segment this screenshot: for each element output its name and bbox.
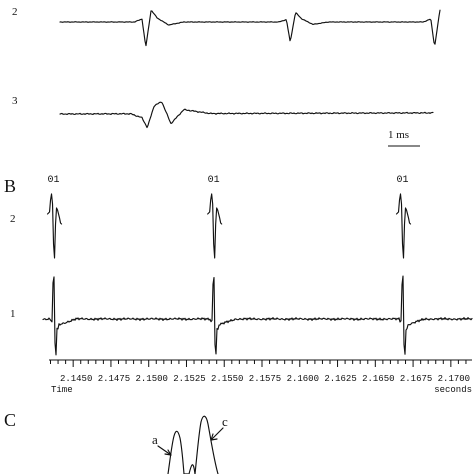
unit-label-3: 01	[396, 175, 408, 186]
waveform-stem	[183, 464, 196, 474]
x-tick-label-1: 2.1450	[60, 374, 92, 384]
arrow-a-shaft	[157, 445, 172, 456]
panel-label-b: B	[4, 176, 16, 196]
arrow-c-head	[210, 433, 218, 441]
panel-c: Ca c	[4, 410, 228, 474]
x-tick-label-7: 2.1600	[287, 374, 319, 384]
arrow-a-head	[164, 449, 172, 456]
annotation-c: c	[222, 414, 228, 429]
spike-snippet-channel-2-2	[207, 193, 223, 259]
x-tick-label-4: 2.1525	[173, 374, 205, 384]
x-tick-label-10: 2.1675	[400, 374, 432, 384]
x-tick-label-3: 2.1500	[136, 374, 168, 384]
arrow-c-shaft	[210, 427, 224, 441]
x-tick-label-2: 2.1475	[98, 374, 130, 384]
channel-label-1-b: 1	[10, 308, 16, 320]
trace-channel-3-top	[59, 101, 434, 129]
spike-snippet-channel-2-3	[395, 193, 412, 259]
scale-bar-label: 1 ms	[388, 129, 409, 141]
x-axis-unit: seconds	[434, 385, 472, 395]
trace-channel-2-top	[59, 9, 441, 47]
waveform-peak-c	[194, 415, 219, 474]
panel-b: B 01 01 01 2 1 2.1450 2.1475 2.1500 2.1525 2.1550 2…	[4, 175, 473, 395]
x-tick-label-9: 2.1650	[362, 374, 394, 384]
panel-a: 2 3 1 ms	[12, 6, 441, 147]
x-axis-title: Time	[51, 385, 73, 395]
spike-snippet-channel-2-1	[46, 193, 63, 259]
trace-channel-1-b	[42, 275, 473, 356]
unit-label-1: 01	[48, 175, 60, 186]
x-tick-label-8: 2.1625	[324, 374, 356, 384]
waveform-peak-a	[167, 430, 185, 474]
channel-label-3-top: 3	[12, 95, 18, 107]
annotation-a: a	[152, 432, 158, 447]
unit-label-2: 01	[208, 175, 220, 186]
x-tick-label-6: 2.1575	[249, 374, 281, 384]
channel-label-2-top: 2	[12, 6, 18, 18]
panel-label-c: C	[4, 410, 16, 430]
channel-label-2-b: 2	[10, 213, 16, 225]
x-tick-label-11: 2.1700	[438, 374, 470, 384]
x-tick-label-5: 2.1550	[211, 374, 243, 384]
